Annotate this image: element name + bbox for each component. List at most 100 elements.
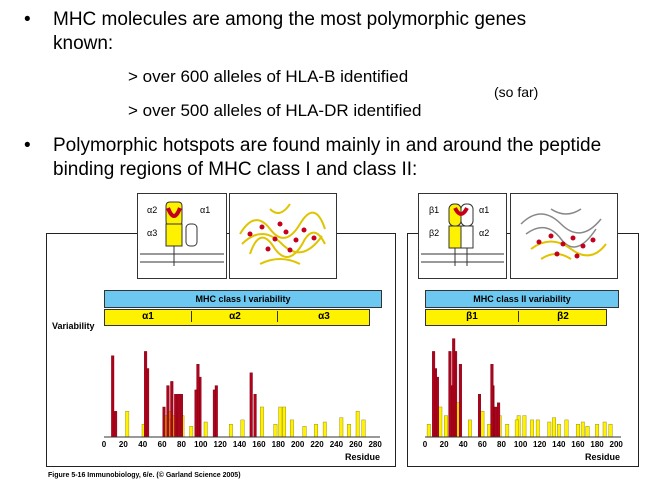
variability-bar	[355, 411, 360, 438]
x-axis-label: Residue	[345, 452, 381, 462]
class2-schematic: β1 α1 β2 α2	[418, 193, 507, 279]
variability-bar	[444, 415, 448, 438]
schematic-label: β2	[429, 228, 440, 238]
subpoint-hla-b: > over 600 alleles of HLA-B identified	[128, 67, 409, 86]
x-tick-label: 160	[571, 440, 585, 449]
class2-domain-bar: β1 β2	[425, 309, 607, 326]
variability-bar	[289, 419, 294, 438]
domain-label-beta2: β2	[518, 311, 607, 322]
variability-bar	[259, 406, 264, 438]
variability-bar	[179, 393, 183, 438]
variability-bar	[347, 423, 351, 438]
x-tick-label: 180	[590, 440, 604, 449]
variability-bar	[490, 364, 494, 438]
x-tick-label: 120	[213, 440, 227, 449]
bullet-2: Polymorphic hotspots are found mainly in…	[53, 134, 653, 182]
bullet-marker: •	[24, 135, 31, 156]
variability-bar	[552, 417, 557, 438]
bullet-1: MHC molecules are among the most polymor…	[53, 8, 653, 56]
x-tick-label: 200	[290, 440, 305, 449]
bullet-1-line1: MHC molecules are among the most polymor…	[53, 9, 527, 30]
variability-bar	[494, 406, 498, 438]
schematic-label: α1	[479, 205, 490, 215]
class2-x-ticks: 0 20 40 60 80 100 120 140 160 180 200	[419, 440, 629, 452]
schematic-label: α3	[147, 228, 158, 238]
schematic-label: α2	[147, 205, 158, 215]
variability-bar	[249, 372, 253, 438]
x-tick-label: 220	[310, 440, 324, 449]
variability-bar	[114, 411, 118, 438]
variability-bar	[547, 421, 552, 438]
variability-bar	[580, 421, 585, 438]
bullet-2-line1: Polymorphic hotspots are found mainly in…	[53, 135, 602, 156]
variability-bar	[203, 421, 208, 438]
bullet-2-line2: binding regions of MHC class I and class…	[53, 159, 418, 180]
class1-variability-chart	[104, 351, 380, 438]
variability-bar	[162, 406, 166, 438]
variability-bar	[480, 411, 485, 438]
x-tick-label: 280	[368, 440, 382, 449]
variability-bar	[426, 423, 431, 438]
variability-bar	[166, 385, 170, 438]
variability-bar	[189, 426, 194, 438]
variability-bar	[522, 415, 527, 438]
variability-bar	[432, 351, 436, 438]
variability-bar	[125, 411, 130, 438]
x-tick-label: 100	[513, 440, 528, 449]
variability-bar	[194, 389, 198, 438]
x-tick-label: 240	[329, 440, 344, 449]
variability-bar	[361, 419, 366, 438]
variability-bar	[602, 421, 607, 438]
class2-variability-chart	[425, 338, 621, 438]
variability-bar	[585, 426, 590, 438]
variability-bar	[608, 423, 613, 438]
variability-bar	[556, 423, 561, 438]
domain-label-beta1: β1	[466, 311, 478, 322]
variability-bar	[253, 393, 257, 438]
x-tick-label: 60	[477, 440, 487, 449]
variability-bar	[314, 423, 318, 438]
variability-bar	[177, 393, 181, 438]
schematic-label: β1	[429, 205, 440, 215]
variability-bar	[278, 406, 283, 438]
schematic-label: α1	[200, 205, 211, 215]
variability-bar	[576, 423, 580, 438]
x-tick-label: 100	[194, 440, 208, 449]
variability-bar	[322, 421, 327, 438]
x-tick-label: 40	[458, 440, 468, 449]
bullet-1-line2: known:	[53, 33, 114, 54]
variability-bar	[478, 393, 482, 438]
x-tick-label: 140	[552, 440, 566, 449]
variability-bar	[212, 389, 216, 438]
x-tick-label: 120	[533, 440, 547, 449]
variability-bar	[111, 355, 115, 438]
variability-bar	[228, 423, 233, 438]
variability-bar	[514, 419, 519, 438]
x-tick-label: 60	[157, 440, 167, 449]
variability-bar	[144, 351, 148, 438]
variability-bar	[487, 423, 492, 438]
variability-bar	[174, 393, 178, 438]
subpoint-hla-dr: > over 500 alleles of HLA-DR identified	[128, 101, 422, 120]
class2-structure-ribbon	[520, 208, 607, 260]
domain-label-alpha1: α1	[142, 311, 154, 322]
x-tick-label: 180	[271, 440, 285, 449]
class1-schematic-svg	[140, 201, 224, 266]
variability-bar	[282, 406, 286, 438]
x-axis-label: Residue	[585, 452, 621, 462]
x-tick-label: 80	[177, 440, 186, 449]
x-tick-label: 40	[138, 440, 148, 449]
class2-chart-title: MHC class II variability	[425, 290, 619, 308]
x-tick-label: 0	[101, 440, 107, 449]
variability-bar	[458, 364, 462, 438]
bullet-marker: •	[24, 9, 31, 30]
x-tick-label: 20	[439, 440, 449, 449]
variability-bar	[468, 419, 472, 438]
variability-bar	[339, 417, 344, 438]
class1-domain-bar: α1 α2 α3	[104, 309, 370, 326]
variability-bar	[170, 381, 174, 438]
class1-structure-image	[229, 193, 337, 279]
figure-caption: Figure 5-16 Immunobiology, 6/e. (© Garla…	[48, 472, 241, 479]
class1-chart-title: MHC class I variability	[104, 290, 382, 308]
variability-bar	[535, 419, 540, 438]
